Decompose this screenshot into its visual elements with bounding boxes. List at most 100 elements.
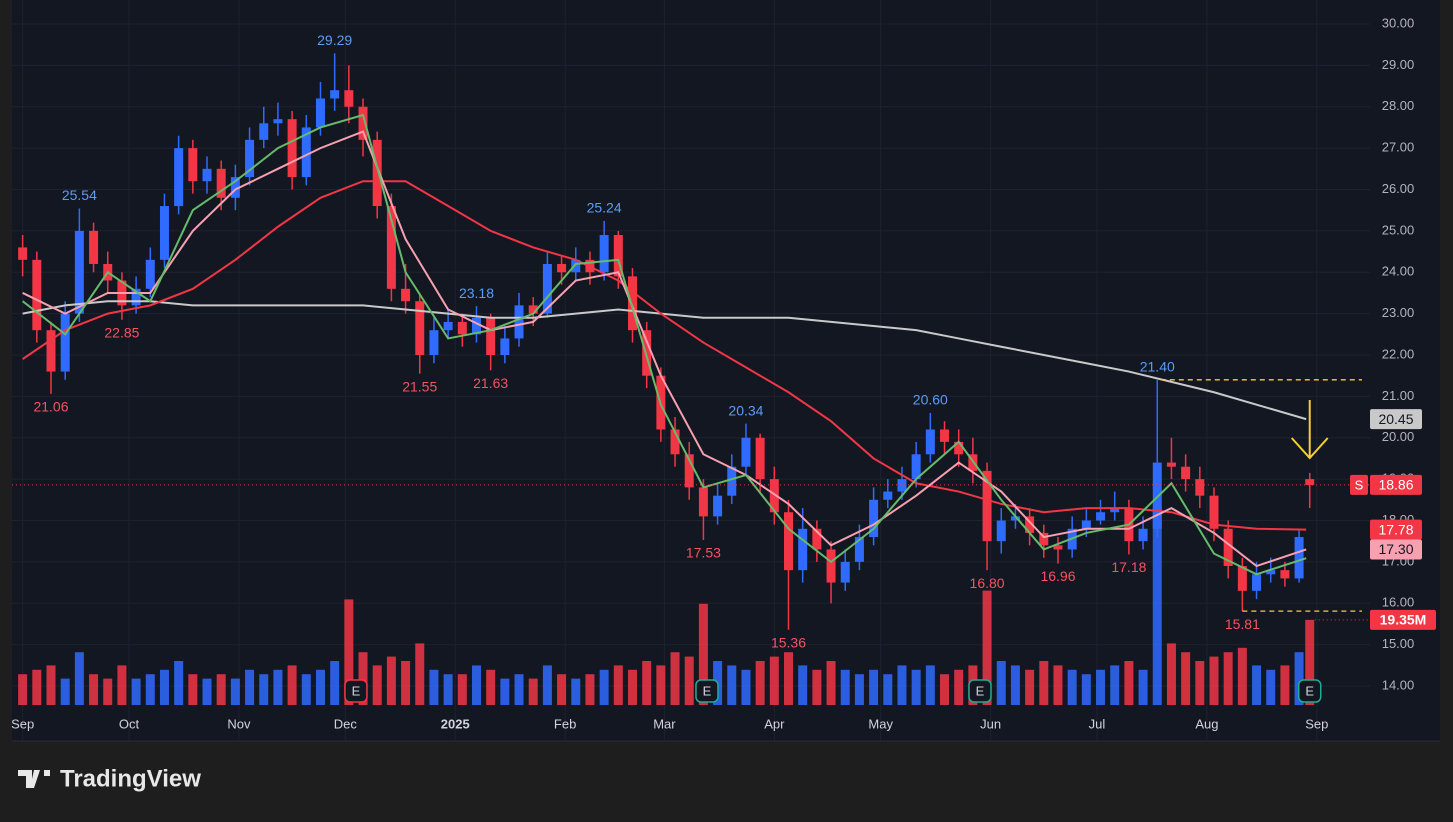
candle-body (1294, 537, 1304, 579)
volume-bar (486, 669, 496, 705)
candle-body (698, 487, 708, 517)
candle-body (471, 317, 481, 335)
volume-bar (457, 674, 467, 705)
volume-bar (429, 669, 439, 705)
x-tick-label: Feb (554, 716, 576, 731)
volume-bar (259, 674, 269, 705)
candle-body (330, 90, 340, 99)
y-tick-label: 26.00 (1382, 181, 1415, 196)
earnings-marker (344, 679, 368, 703)
y-tick-label: 20.00 (1382, 429, 1415, 444)
candle-body (1110, 508, 1120, 513)
candle-body (287, 119, 297, 178)
volume-bar (1138, 669, 1148, 705)
y-tick-label: 22.00 (1382, 346, 1415, 361)
volume-bar (1152, 507, 1162, 705)
candle-body (557, 263, 567, 273)
volume-bar (897, 665, 907, 705)
volume-bar (46, 665, 56, 705)
volume-bar (188, 674, 198, 705)
candle-body (713, 495, 723, 517)
candle-body (599, 235, 609, 273)
candle-body (372, 139, 382, 207)
volume-bar (982, 590, 992, 705)
x-tick-label: Oct (119, 716, 140, 731)
candle-body (401, 288, 411, 302)
volume-bar (542, 665, 552, 705)
volume-bar (74, 652, 84, 705)
candle-body (18, 247, 28, 260)
candle-body (798, 528, 808, 571)
candle-body (358, 106, 368, 140)
candle-body (670, 429, 680, 455)
candle-body (911, 454, 921, 480)
candle-body (727, 466, 737, 496)
candle-body (826, 549, 836, 583)
moving-average (22, 130, 1307, 568)
volume-bar (1067, 669, 1077, 705)
candle-body (1237, 566, 1247, 591)
candle-body (1166, 462, 1176, 467)
volume-bar (415, 643, 425, 705)
volume-bar (642, 661, 652, 705)
moving-average (22, 113, 1307, 576)
earnings-marker (968, 679, 992, 703)
volume-bar (954, 669, 964, 705)
last-price-tag-bg (1370, 474, 1422, 495)
price-tag: 17.30 (1378, 541, 1413, 557)
candle-body (1181, 466, 1191, 480)
volume-bar (386, 656, 396, 705)
volume-bar (1081, 674, 1091, 705)
high-label: 21.40 (1140, 359, 1175, 375)
volume-bar (330, 661, 340, 705)
volume-bar (925, 665, 935, 705)
candle-body (1266, 570, 1276, 575)
candle-body (940, 429, 950, 442)
moving-average (22, 180, 1307, 531)
price-tag: 17.78 (1378, 521, 1413, 537)
volume-bar (1096, 669, 1106, 705)
volume-bar (514, 674, 524, 705)
candle-body (1053, 545, 1063, 550)
candle-body (457, 321, 467, 335)
candle-body (74, 230, 84, 314)
volume-bar (940, 674, 950, 705)
high-label: 25.24 (587, 200, 622, 216)
volume-bar (557, 674, 567, 705)
candle-body (925, 429, 935, 455)
candle-body (1096, 512, 1106, 521)
x-tick-label: 2025 (441, 716, 470, 731)
y-tick-label: 27.00 (1382, 140, 1415, 155)
x-tick-label: Mar (653, 716, 676, 731)
x-tick-label: Dec (334, 716, 358, 731)
candle-body (1138, 528, 1148, 542)
volume-bar (1280, 665, 1290, 705)
x-tick-label: May (868, 716, 893, 731)
volume-bar (528, 678, 538, 705)
volume-bar (1025, 669, 1035, 705)
candle-body (230, 177, 240, 198)
volume-bar (89, 674, 99, 705)
volume-bar (159, 669, 169, 705)
x-tick-label: Apr (764, 716, 785, 731)
y-tick-label: 21.00 (1382, 388, 1415, 403)
candle-body (301, 127, 311, 178)
earnings-marker (695, 679, 719, 703)
volume-bar (1223, 652, 1233, 705)
volume-bar (571, 678, 581, 705)
candle-body (46, 330, 56, 372)
candle-body (32, 259, 42, 331)
candle-body (897, 479, 907, 492)
x-tick-label: Jul (1089, 716, 1106, 731)
low-label: 21.63 (473, 375, 508, 391)
volume-bar (1209, 656, 1219, 705)
volume-bar (60, 678, 70, 705)
y-tick-label: 24.00 (1382, 264, 1415, 279)
volume-bar (1252, 665, 1262, 705)
candle-body (159, 206, 169, 260)
low-label: 15.81 (1225, 616, 1260, 632)
candle-body (869, 499, 879, 538)
volume-bar (131, 678, 141, 705)
price-tag-bg (1370, 519, 1422, 540)
